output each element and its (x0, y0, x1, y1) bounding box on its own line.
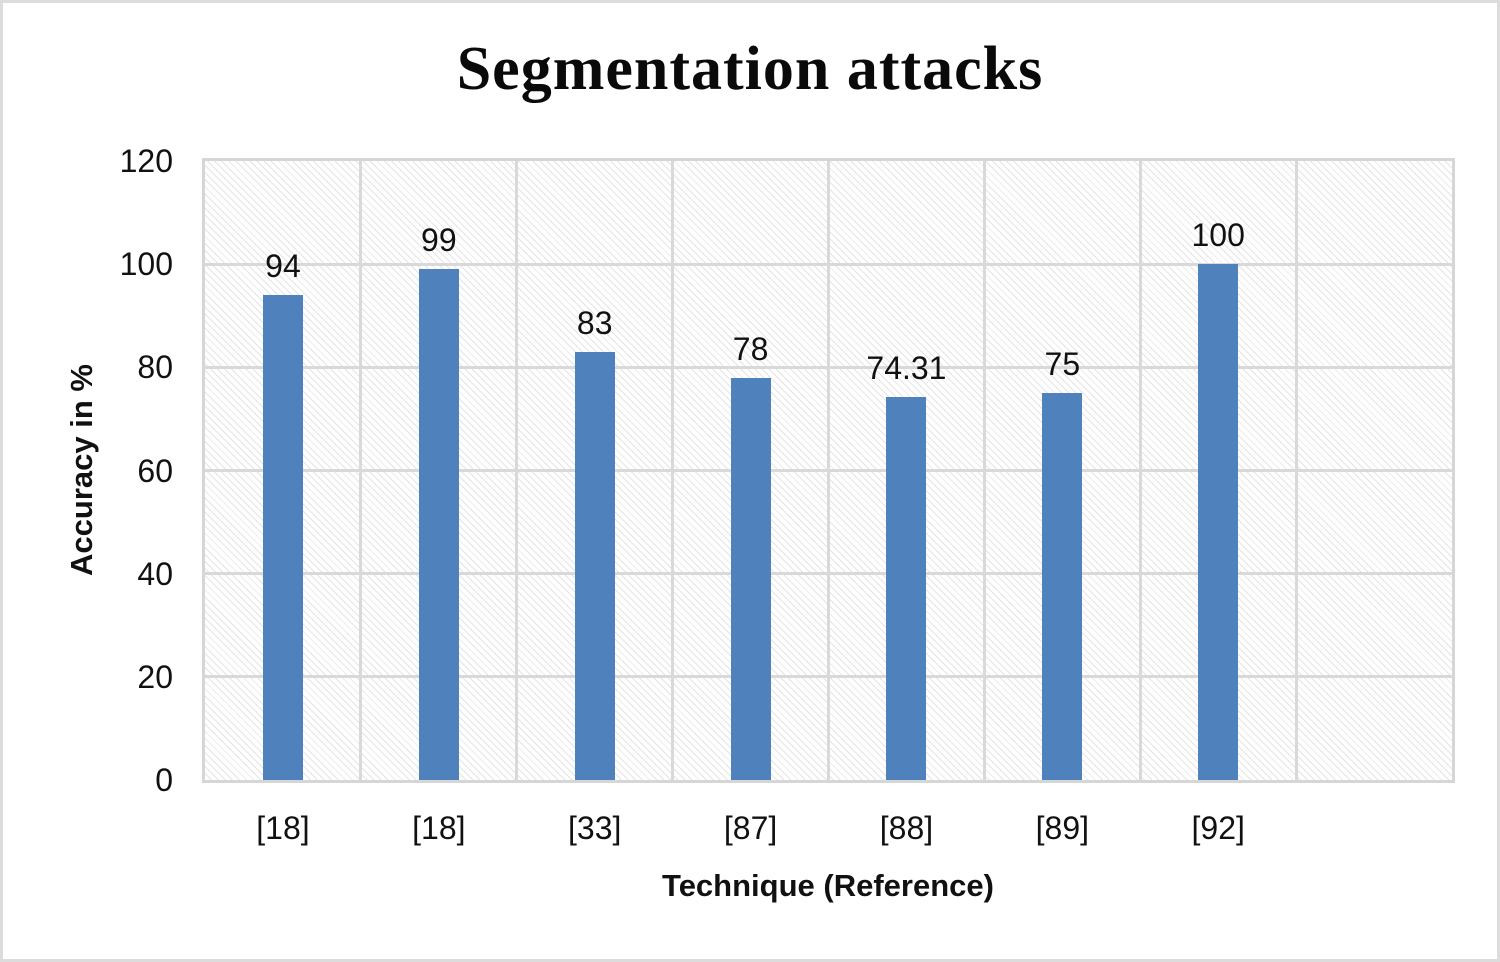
x-gridline-1 (359, 161, 363, 780)
y-axis-tick-40: 40 (137, 555, 173, 592)
x-gridline-5 (982, 161, 986, 780)
x-gridline-4 (827, 161, 830, 780)
bar-18-0 (262, 295, 303, 780)
bar-88-4 (886, 396, 927, 780)
y-axis-title: Accuracy in % (64, 364, 99, 576)
x-axis-tick: [33] (568, 810, 622, 846)
y-axis-tick-120: 120 (119, 143, 173, 179)
bar-18-1 (418, 269, 459, 780)
bar-87-3 (730, 377, 771, 780)
x-gridline-2 (515, 161, 519, 780)
y-axis-tick-60: 60 (137, 452, 173, 489)
plot-area: 94 99 83 78 74.31 75 100 (202, 158, 1455, 783)
data-label: 75 (1044, 346, 1081, 383)
bar-33-2 (574, 351, 615, 780)
data-label: 83 (576, 304, 613, 341)
bar-92-6 (1198, 264, 1239, 780)
data-label: 99 (421, 222, 457, 259)
x-axis-tick: [18] (412, 810, 466, 846)
data-label: 100 (1191, 217, 1245, 254)
y-axis-tick-100: 100 (119, 246, 173, 283)
y-axis-tick-0: 0 (155, 762, 173, 798)
x-gridline-7 (1294, 161, 1298, 780)
x-axis-title: Technique (Reference) (662, 868, 994, 903)
bar-89-5 (1042, 393, 1083, 780)
y-axis-tick-20: 20 (137, 658, 173, 695)
y-axis-tick-80: 80 (137, 349, 173, 386)
x-axis-tick: [87] (723, 810, 778, 846)
data-label: 74.31 (866, 349, 947, 386)
data-label: 78 (732, 330, 769, 367)
data-label: 94 (265, 248, 301, 285)
x-gridline-6 (1138, 161, 1142, 780)
x-gridline-3 (671, 161, 675, 780)
x-axis-tick: [92] (1191, 810, 1245, 846)
x-axis-tick: [89] (1035, 810, 1089, 846)
x-axis-tick: [18] (256, 810, 310, 846)
x-axis-tick: [88] (879, 810, 934, 846)
chart-title: Segmentation attacks (456, 35, 1044, 103)
